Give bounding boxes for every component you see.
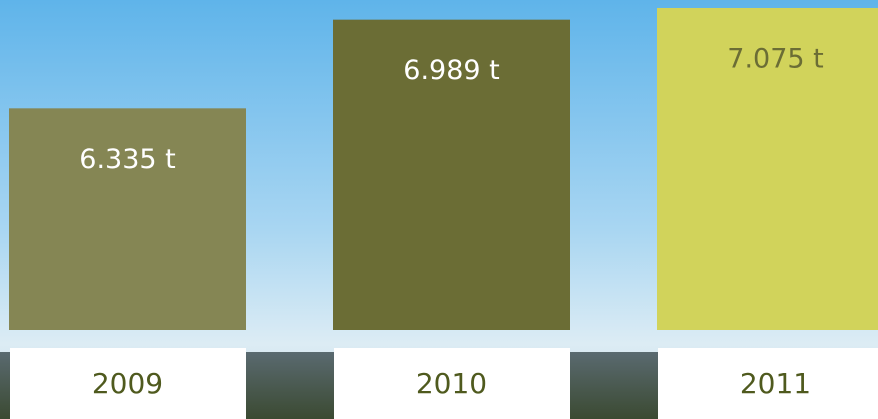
x-tick-label: 2011 [740, 367, 811, 400]
bar [9, 108, 246, 330]
value-label: 6.989 t [403, 55, 499, 86]
bar [657, 8, 878, 330]
bar [333, 19, 570, 330]
category-box [334, 348, 570, 419]
value-label: 6.335 t [79, 144, 175, 175]
category-box [10, 348, 246, 419]
plot: 6.335 t 2009 6.989 t 2010 7.075 t 2011 [9, 8, 878, 419]
x-tick-label: 2010 [416, 367, 487, 400]
x-tick-label: 2009 [92, 367, 163, 400]
value-label: 7.075 t [727, 44, 823, 75]
category-box [658, 348, 878, 419]
